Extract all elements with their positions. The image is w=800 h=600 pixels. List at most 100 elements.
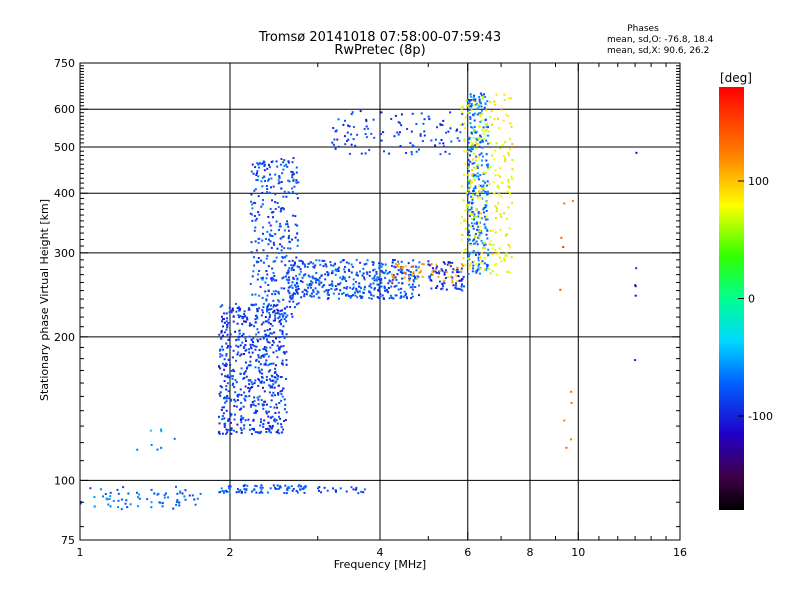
data-point <box>233 429 236 432</box>
data-point <box>476 251 479 254</box>
data-point <box>274 364 277 367</box>
data-point <box>244 337 247 340</box>
data-point <box>99 488 102 491</box>
data-point <box>281 207 284 209</box>
data-point <box>474 156 477 159</box>
data-point <box>480 239 483 242</box>
data-point <box>288 292 291 295</box>
data-point <box>345 261 348 264</box>
data-point <box>470 182 473 185</box>
data-point <box>485 209 488 212</box>
data-point <box>291 238 293 241</box>
data-point <box>239 489 242 492</box>
data-point <box>484 256 486 259</box>
data-point <box>229 374 232 377</box>
data-point <box>489 100 492 103</box>
data-point <box>259 338 262 341</box>
data-point <box>290 268 293 271</box>
data-point <box>160 430 163 433</box>
data-point <box>466 103 469 105</box>
data-point <box>259 424 262 427</box>
data-point <box>261 276 264 279</box>
data-point <box>484 243 487 246</box>
data-point <box>412 288 414 291</box>
data-point <box>267 243 270 246</box>
data-point <box>480 119 483 122</box>
data-point <box>312 265 315 268</box>
data-point <box>404 294 407 297</box>
data-point <box>352 278 355 281</box>
data-point <box>129 503 132 506</box>
data-point <box>221 354 224 357</box>
data-point <box>277 291 280 293</box>
data-point <box>283 164 286 167</box>
data-point <box>248 428 251 431</box>
data-point <box>362 267 365 270</box>
data-point <box>478 145 481 148</box>
data-point <box>405 152 407 154</box>
data-point <box>505 113 507 116</box>
data-point <box>483 211 485 214</box>
data-point <box>233 418 236 421</box>
data-point <box>225 362 228 365</box>
data-point <box>279 485 282 488</box>
data-point <box>495 263 498 265</box>
data-point <box>265 378 268 381</box>
data-point <box>283 337 286 340</box>
data-point <box>344 119 346 122</box>
data-point <box>332 487 335 490</box>
data-point <box>295 274 298 277</box>
data-point <box>292 157 295 160</box>
data-point <box>455 282 457 285</box>
data-point <box>383 150 385 153</box>
data-point <box>229 414 232 417</box>
data-point <box>267 370 270 373</box>
data-point <box>277 292 280 295</box>
data-point <box>253 325 256 328</box>
data-point <box>334 285 337 288</box>
data-point <box>232 382 235 385</box>
data-point <box>283 408 286 411</box>
data-point <box>482 126 485 129</box>
data-point <box>470 105 473 108</box>
data-point <box>479 194 481 197</box>
data-point <box>461 263 464 266</box>
data-point <box>474 187 477 189</box>
data-point <box>473 216 476 219</box>
data-point <box>245 375 248 378</box>
data-point <box>280 181 283 183</box>
data-point <box>391 273 394 276</box>
data-point <box>266 167 269 170</box>
data-point <box>352 283 355 286</box>
data-point <box>223 368 226 371</box>
data-point <box>415 123 418 125</box>
data-point <box>303 293 306 295</box>
data-point <box>481 190 484 193</box>
data-point <box>230 432 233 435</box>
data-point <box>293 185 296 188</box>
data-point <box>245 348 248 351</box>
data-point <box>262 261 265 264</box>
data-point <box>243 376 246 379</box>
data-point <box>410 153 413 156</box>
data-point <box>238 329 241 332</box>
data-point <box>454 269 457 272</box>
data-point <box>443 262 446 265</box>
data-point <box>509 122 512 125</box>
data-point <box>436 285 439 288</box>
data-point <box>324 278 327 281</box>
data-point <box>219 353 222 356</box>
data-point <box>281 236 284 239</box>
data-point <box>468 108 471 111</box>
data-point <box>271 375 274 378</box>
data-point <box>440 139 443 141</box>
data-point <box>269 431 272 434</box>
data-point <box>219 385 222 388</box>
data-point <box>274 304 277 307</box>
data-point <box>470 126 472 129</box>
data-point <box>273 376 276 379</box>
data-point <box>289 295 292 298</box>
data-point <box>468 210 471 213</box>
data-point <box>281 333 284 335</box>
data-point <box>486 229 489 232</box>
